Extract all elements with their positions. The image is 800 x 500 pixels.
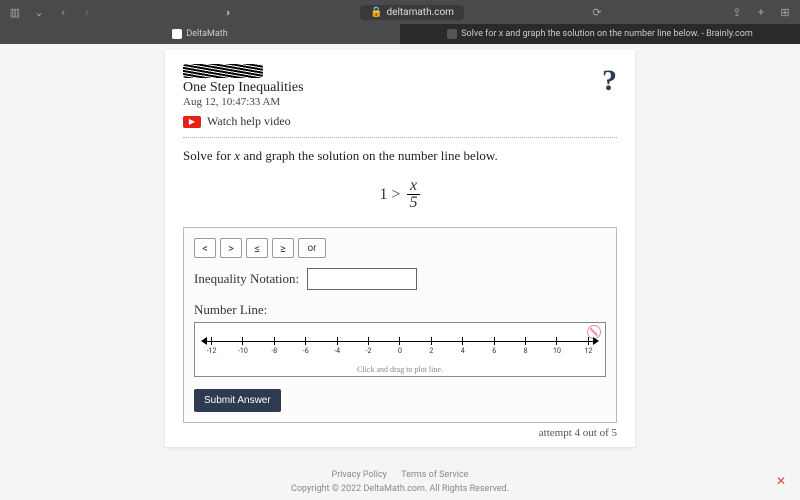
number-line-tick: -2 bbox=[368, 337, 369, 345]
assignment-title: One Step Inequalities bbox=[183, 80, 617, 96]
number-line-tick: -8 bbox=[274, 337, 275, 345]
attempt-counter: attempt 4 out of 5 bbox=[183, 427, 617, 439]
tab-favicon bbox=[172, 29, 182, 39]
tab-favicon bbox=[447, 29, 457, 39]
new-tab-icon[interactable]: + bbox=[754, 5, 768, 19]
number-line-tick: -6 bbox=[305, 337, 306, 345]
tab-deltamath[interactable]: DeltaMath bbox=[0, 24, 400, 44]
number-line-tick: -4 bbox=[337, 337, 338, 345]
sidebar-toggle-icon[interactable]: ▥ bbox=[8, 5, 22, 19]
share-icon[interactable]: ⇪ bbox=[730, 5, 744, 19]
timestamp: Aug 12, 10:47:33 AM bbox=[183, 96, 617, 108]
watch-video-link[interactable]: ▶ Watch help video bbox=[183, 114, 617, 129]
page-footer: Privacy Policy Terms of Service Copyrigh… bbox=[0, 470, 800, 494]
answer-panel: < > ≤ ≥ or Inequality Notation: Number L… bbox=[183, 227, 617, 423]
copyright-text: Copyright © 2022 DeltaMath.com. All Righ… bbox=[0, 484, 800, 494]
number-line-hint: Click and drag to plot line. bbox=[199, 365, 601, 374]
url-bar[interactable]: 🔒 deltamath.com bbox=[360, 5, 464, 20]
op-or-button[interactable]: or bbox=[298, 238, 326, 258]
dropdown-icon[interactable]: ⌄ bbox=[32, 5, 46, 19]
redacted-name bbox=[183, 64, 263, 78]
equation-display: 1 > x 5 bbox=[183, 178, 617, 211]
number-line-tick: -12 bbox=[211, 337, 212, 345]
number-line-tick: 8 bbox=[525, 337, 526, 345]
browser-toolbar: ▥ ⌄ ‹ › ◑ 🔒 deltamath.com ⟳ ⇪ + ⊞ bbox=[0, 0, 800, 24]
watch-video-label: Watch help video bbox=[207, 114, 291, 129]
reload-icon[interactable]: ⟳ bbox=[590, 5, 604, 19]
tab-brainly[interactable]: Solve for x and graph the solution on th… bbox=[400, 24, 800, 44]
number-line-tick: 0 bbox=[399, 337, 400, 345]
youtube-icon: ▶ bbox=[183, 116, 201, 128]
close-icon[interactable]: ✕ bbox=[776, 474, 786, 488]
number-line-tick: 2 bbox=[431, 337, 432, 345]
operator-buttons: < > ≤ ≥ or bbox=[194, 238, 606, 258]
inequality-input[interactable] bbox=[307, 268, 417, 290]
lock-icon: 🔒 bbox=[370, 7, 382, 18]
inequality-label: Inequality Notation: bbox=[194, 271, 299, 287]
number-line-tick: 12 bbox=[588, 337, 589, 345]
tab-label: DeltaMath bbox=[186, 29, 227, 39]
number-line-widget[interactable]: -12 -10 -8 -6 -4 -2 0 2 4 6 8 10 12 Click and drag t… bbox=[194, 322, 606, 377]
op-lt-button[interactable]: < bbox=[194, 238, 216, 258]
privacy-link[interactable]: Privacy Policy bbox=[332, 470, 387, 480]
url-text: deltamath.com bbox=[387, 7, 454, 18]
number-line-tick: -10 bbox=[242, 337, 243, 345]
number-line-tick: 10 bbox=[556, 337, 557, 345]
divider bbox=[183, 137, 617, 138]
problem-card: ? One Step Inequalities Aug 12, 10:47:33… bbox=[165, 50, 635, 447]
problem-prompt: Solve for x and graph the solution on th… bbox=[183, 148, 617, 164]
tabs-bar: DeltaMath Solve for x and graph the solu… bbox=[0, 24, 800, 44]
terms-link[interactable]: Terms of Service bbox=[401, 470, 468, 480]
back-icon[interactable]: ‹ bbox=[56, 5, 70, 19]
forward-icon[interactable]: › bbox=[80, 5, 94, 19]
op-le-button[interactable]: ≤ bbox=[246, 238, 268, 258]
submit-button[interactable]: Submit Answer bbox=[194, 389, 281, 412]
number-line-tick: 6 bbox=[494, 337, 495, 345]
shield-icon[interactable]: ◑ bbox=[220, 5, 234, 19]
tabs-overview-icon[interactable]: ⊞ bbox=[778, 5, 792, 19]
number-line-label: Number Line: bbox=[194, 302, 606, 318]
op-gt-button[interactable]: > bbox=[220, 238, 242, 258]
op-ge-button[interactable]: ≥ bbox=[272, 238, 294, 258]
number-line-tick: 4 bbox=[462, 337, 463, 345]
arrow-right-icon bbox=[593, 337, 599, 345]
help-icon[interactable]: ? bbox=[602, 64, 617, 98]
tab-label: Solve for x and graph the solution on th… bbox=[461, 29, 753, 39]
